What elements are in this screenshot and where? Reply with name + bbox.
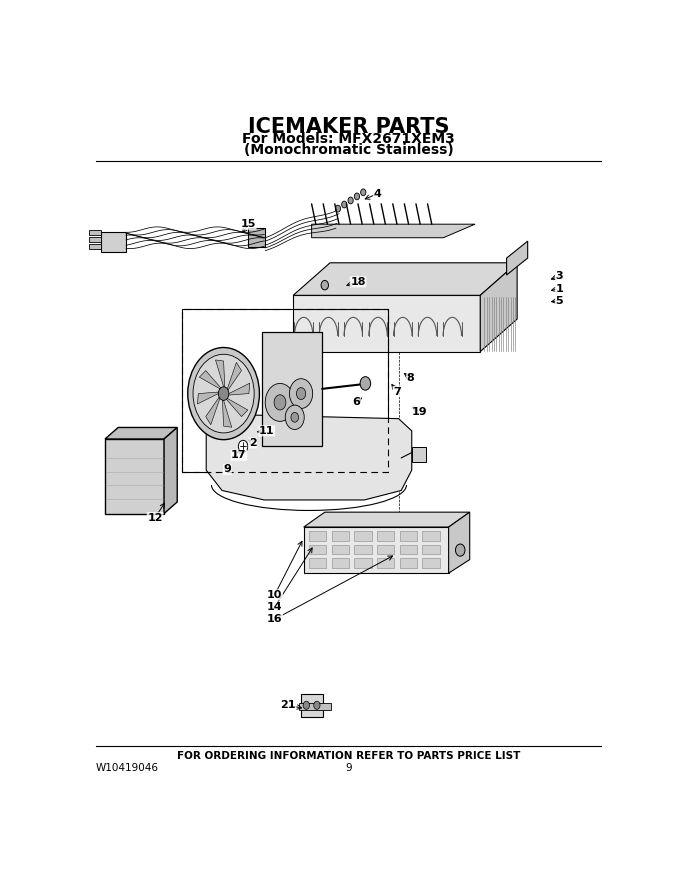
Polygon shape bbox=[206, 414, 412, 500]
Polygon shape bbox=[507, 241, 528, 275]
Text: 9: 9 bbox=[223, 465, 231, 474]
Text: 3: 3 bbox=[556, 271, 563, 282]
Polygon shape bbox=[197, 392, 220, 404]
Text: 11: 11 bbox=[259, 426, 275, 436]
Polygon shape bbox=[105, 428, 177, 439]
Bar bbox=[309, 558, 326, 568]
Text: 9: 9 bbox=[345, 763, 352, 774]
Bar bbox=[422, 558, 440, 568]
Circle shape bbox=[335, 205, 341, 212]
Circle shape bbox=[188, 348, 260, 440]
Circle shape bbox=[321, 281, 328, 290]
Bar bbox=[422, 532, 440, 540]
Circle shape bbox=[296, 387, 306, 400]
Text: 14: 14 bbox=[267, 602, 282, 612]
Polygon shape bbox=[206, 396, 220, 425]
Text: 2: 2 bbox=[249, 438, 256, 448]
Polygon shape bbox=[227, 363, 241, 391]
Text: 10: 10 bbox=[267, 590, 282, 600]
Circle shape bbox=[456, 544, 465, 556]
Circle shape bbox=[360, 377, 371, 390]
Bar bbox=[299, 703, 330, 710]
Bar bbox=[248, 228, 265, 247]
Polygon shape bbox=[293, 296, 480, 352]
Bar bbox=[422, 545, 440, 554]
Bar bbox=[377, 558, 394, 568]
Bar bbox=[262, 332, 322, 446]
Polygon shape bbox=[199, 370, 222, 389]
Circle shape bbox=[286, 405, 304, 429]
Text: 4: 4 bbox=[373, 188, 381, 199]
Polygon shape bbox=[228, 383, 250, 395]
Polygon shape bbox=[222, 399, 232, 428]
Bar bbox=[332, 558, 349, 568]
Bar bbox=[182, 309, 388, 472]
Bar bbox=[89, 237, 101, 242]
Bar bbox=[400, 545, 417, 554]
Bar bbox=[354, 532, 372, 540]
Circle shape bbox=[265, 384, 294, 422]
Circle shape bbox=[341, 202, 347, 208]
Text: 19: 19 bbox=[412, 407, 428, 417]
Text: W10419046: W10419046 bbox=[95, 763, 158, 774]
Circle shape bbox=[354, 193, 360, 200]
Circle shape bbox=[218, 387, 229, 400]
Polygon shape bbox=[105, 439, 164, 514]
Bar bbox=[377, 545, 394, 554]
Text: 7: 7 bbox=[393, 386, 401, 397]
Polygon shape bbox=[449, 512, 470, 573]
Text: For Models: MFX2671XEM3: For Models: MFX2671XEM3 bbox=[242, 133, 455, 146]
Text: 15: 15 bbox=[241, 219, 256, 229]
Bar bbox=[89, 244, 101, 248]
Bar bbox=[89, 231, 101, 235]
Circle shape bbox=[274, 395, 286, 410]
Text: 18: 18 bbox=[350, 277, 366, 287]
Polygon shape bbox=[304, 527, 449, 573]
Text: 8: 8 bbox=[407, 373, 415, 383]
Circle shape bbox=[303, 701, 309, 709]
Bar bbox=[309, 532, 326, 540]
Text: (Monochromatic Stainless): (Monochromatic Stainless) bbox=[243, 143, 454, 157]
Circle shape bbox=[290, 378, 313, 408]
Text: 17: 17 bbox=[231, 451, 247, 460]
Text: FOR ORDERING INFORMATION REFER TO PARTS PRICE LIST: FOR ORDERING INFORMATION REFER TO PARTS … bbox=[177, 752, 520, 761]
Text: ICEMAKER PARTS: ICEMAKER PARTS bbox=[248, 117, 449, 137]
Bar bbox=[354, 558, 372, 568]
Polygon shape bbox=[480, 263, 517, 352]
Circle shape bbox=[360, 189, 366, 195]
Bar bbox=[400, 558, 417, 568]
Bar bbox=[377, 532, 394, 540]
Bar bbox=[354, 545, 372, 554]
Circle shape bbox=[291, 413, 299, 422]
Text: 16: 16 bbox=[267, 614, 282, 624]
Text: 21: 21 bbox=[280, 700, 296, 710]
Circle shape bbox=[193, 355, 254, 433]
Polygon shape bbox=[216, 360, 225, 388]
Bar bbox=[412, 447, 426, 462]
Bar bbox=[301, 693, 323, 717]
Bar bbox=[332, 545, 349, 554]
Text: 12: 12 bbox=[148, 512, 163, 523]
Bar bbox=[182, 309, 388, 472]
Polygon shape bbox=[226, 399, 248, 416]
Circle shape bbox=[239, 440, 248, 452]
Text: 5: 5 bbox=[556, 296, 563, 305]
Bar bbox=[309, 545, 326, 554]
Polygon shape bbox=[164, 428, 177, 514]
Text: 1: 1 bbox=[556, 283, 563, 294]
Polygon shape bbox=[311, 224, 475, 238]
Bar bbox=[332, 532, 349, 540]
Circle shape bbox=[348, 197, 353, 204]
Text: 6: 6 bbox=[352, 398, 360, 407]
Bar bbox=[101, 231, 126, 252]
Circle shape bbox=[313, 701, 320, 709]
Bar bbox=[400, 532, 417, 540]
Polygon shape bbox=[304, 512, 470, 527]
Polygon shape bbox=[293, 263, 517, 296]
